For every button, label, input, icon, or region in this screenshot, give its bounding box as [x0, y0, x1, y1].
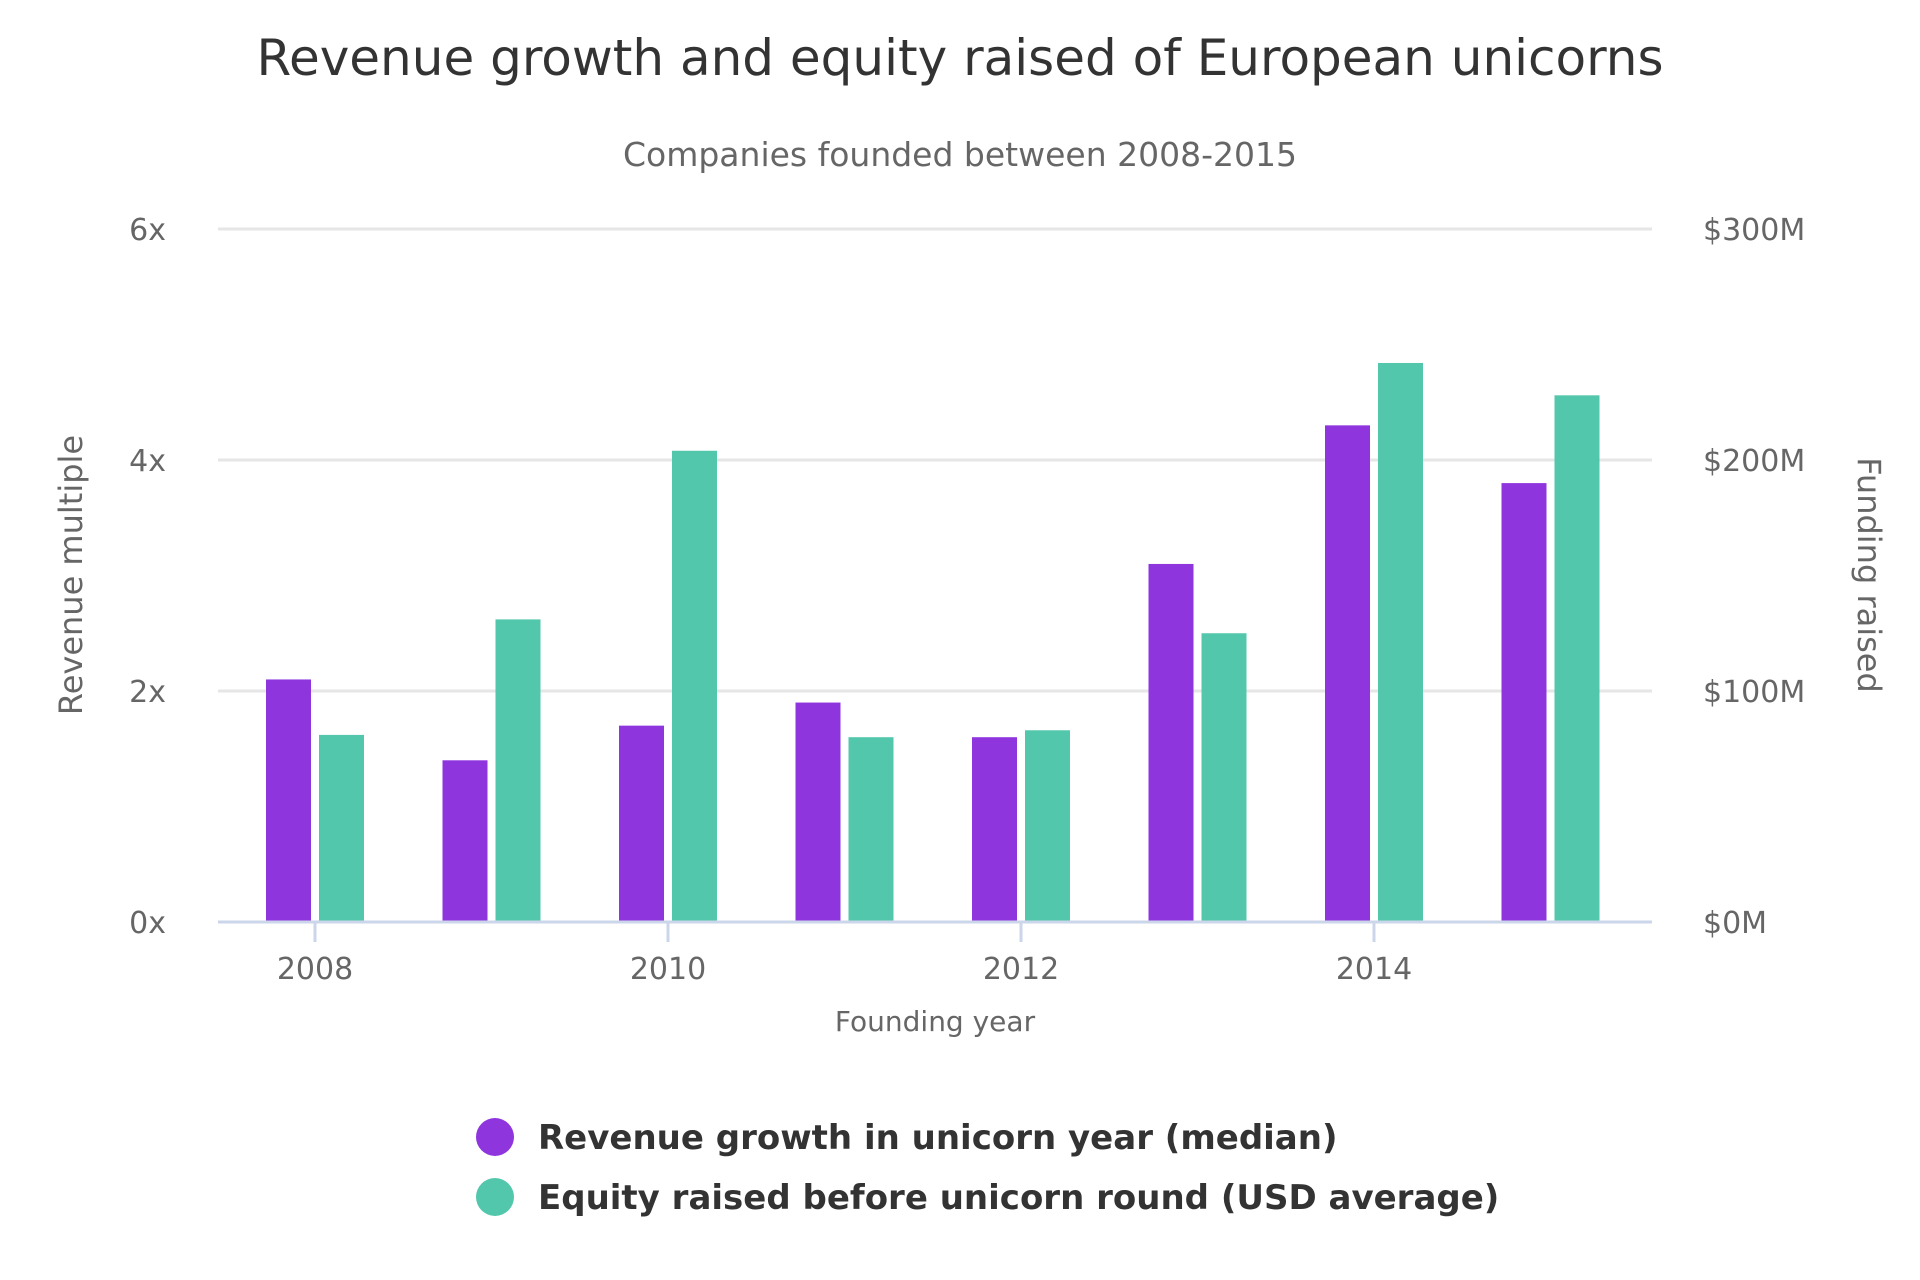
bar-equity-2010[interactable]: [672, 450, 717, 922]
legend-label-equity[interactable]: Equity raised before unicorn round (USD …: [538, 1178, 1499, 1218]
bar-equity-2008[interactable]: [319, 734, 364, 922]
bar-revenue-2008[interactable]: [266, 679, 311, 922]
y-right-tick-label: $0M: [1703, 906, 1767, 941]
x-tick-label: 2012: [983, 952, 1059, 987]
bar-revenue-2015[interactable]: [1501, 483, 1547, 922]
legend-marker-equity: [476, 1178, 514, 1216]
bar-equity-2012[interactable]: [1025, 730, 1070, 922]
chart-title: Revenue growth and equity raised of Euro…: [256, 29, 1663, 87]
y-right-axis-title: Funding raised: [1850, 457, 1888, 693]
bar-equity-2013[interactable]: [1201, 633, 1247, 922]
y-left-tick-label: 6x: [129, 213, 166, 248]
y-right-tick-label: $200M: [1703, 444, 1805, 479]
axes: 0x 2x 4x 6x $0M $100M $200M $300M 2008 2010 2012 20…: [129, 213, 1805, 987]
y-left-tick-label: 4x: [129, 444, 166, 479]
bar-revenue-2009[interactable]: [442, 760, 488, 922]
y-left-tick-label: 0x: [129, 906, 166, 941]
bar-equity-2009[interactable]: [495, 619, 541, 922]
y-left-axis-title: Revenue multiple: [52, 435, 90, 715]
bar-equity-2011[interactable]: [848, 737, 894, 922]
x-tick-label: 2008: [277, 952, 353, 987]
bar-equity-2014[interactable]: [1378, 362, 1423, 923]
bar-revenue-2011[interactable]: [795, 702, 841, 922]
y-right-tick-label: $100M: [1703, 675, 1805, 710]
legend-marker-revenue: [476, 1118, 514, 1156]
legend: Revenue growth in unicorn year (median) …: [476, 1118, 1499, 1218]
bar-revenue-2010[interactable]: [619, 725, 664, 922]
chart-subtitle: Companies founded between 2008-2015: [623, 135, 1297, 174]
bar-revenue-2013[interactable]: [1148, 563, 1194, 922]
y-right-tick-label: $300M: [1703, 213, 1805, 248]
bars: [266, 362, 1600, 923]
bar-revenue-2012[interactable]: [972, 737, 1017, 922]
x-axis-title: Founding year: [835, 1005, 1036, 1038]
x-tick-label: 2010: [630, 952, 706, 987]
bar-equity-2015[interactable]: [1554, 395, 1600, 922]
y-left-tick-label: 2x: [129, 675, 166, 710]
x-tick-label: 2014: [1336, 952, 1412, 987]
gridlines: [218, 227, 1652, 693]
bar-revenue-2014[interactable]: [1325, 425, 1370, 922]
legend-label-revenue[interactable]: Revenue growth in unicorn year (median): [538, 1118, 1338, 1158]
